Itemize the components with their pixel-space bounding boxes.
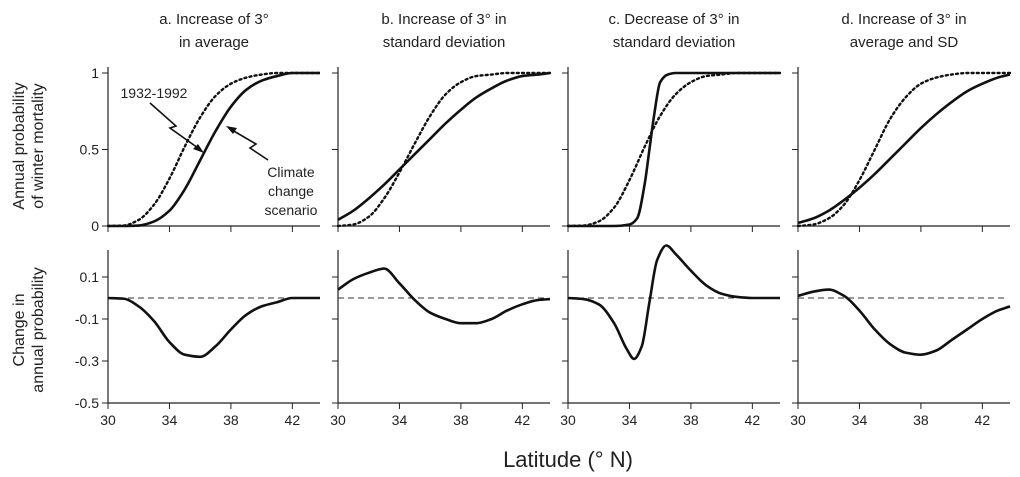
- baseline-arrowhead: [193, 144, 204, 153]
- panel-title-line2: in average: [179, 34, 249, 51]
- y-tick-label: -0.5: [75, 395, 99, 411]
- axis-frame: [797, 250, 1010, 404]
- scenario-series-line: [337, 71, 551, 221]
- panel-title-line2: standard deviation: [383, 34, 506, 51]
- x-tick-label: 34: [622, 412, 638, 428]
- axis-frame: [567, 250, 780, 404]
- scenario-annotation-line3: scenario: [265, 202, 318, 218]
- panel-b-bottom: 30 34 38 42: [330, 250, 551, 428]
- y-tick-label: -0.1: [75, 311, 99, 327]
- baseline-annotation: 1932-1992: [121, 85, 188, 101]
- y-tick-label: 0.1: [80, 269, 100, 285]
- scenario-series-line: [568, 71, 780, 228]
- y-tick-label: 0: [91, 218, 99, 234]
- axis-frame: [567, 67, 780, 227]
- x-tick-label: 30: [560, 412, 576, 428]
- x-tick-label: 34: [852, 412, 868, 428]
- scenario-annotation-line1: Climate: [267, 164, 315, 180]
- bottom-ylabel-line2: annual probability: [30, 267, 47, 392]
- change-series-line: [337, 267, 551, 325]
- panel-c-bottom: 30 34 38 42: [560, 244, 780, 428]
- baseline-series-line: [336, 71, 552, 228]
- y-tick-label: -0.3: [75, 353, 99, 369]
- y-tick-label: 1: [91, 65, 99, 81]
- x-tick-label: 30: [330, 412, 346, 428]
- scenario-annotation-line2: change: [268, 183, 314, 199]
- axis-frame: [337, 67, 550, 227]
- change-series-line: [797, 288, 1011, 357]
- top-ylabel-line1: Annual probability: [11, 82, 28, 209]
- bottom-ylabel-line1: Change in: [11, 294, 28, 367]
- panel-a-bottom: 0.1 -0.1 -0.3 -0.530 34 38 42: [75, 250, 320, 428]
- x-tick-label: 38: [683, 412, 699, 428]
- x-tick-label: 42: [745, 412, 761, 428]
- x-tick-label: 38: [453, 412, 469, 428]
- panel-c-top: c. Decrease of 3° in standard deviation: [562, 11, 782, 232]
- panel-title-line1: d. Increase of 3° in: [841, 11, 966, 28]
- x-tick-label: 34: [162, 412, 178, 428]
- panel-b-top: b. Increase of 3° in standard deviation: [332, 11, 552, 232]
- x-tick-label: 34: [392, 412, 408, 428]
- x-tick-label: 38: [223, 412, 239, 428]
- scenario-series-line: [108, 71, 320, 228]
- baseline-series-line: [566, 71, 782, 228]
- scenario-arrow: [231, 129, 269, 161]
- panels-layer: 0 0.5 1 a. Increase of 3° in average b. Incre…: [75, 11, 1012, 428]
- x-tick-label: 30: [790, 412, 806, 428]
- baseline-series-line: [796, 71, 1012, 228]
- x-tick-label: 38: [913, 412, 929, 428]
- panel-title-line1: b. Increase of 3° in: [381, 11, 506, 28]
- panel-d-bottom: 30 34 38 42: [790, 250, 1011, 428]
- scenario-arrowhead: [226, 126, 237, 134]
- panel-title-line1: a. Increase of 3°: [159, 11, 268, 28]
- x-tick-label: 42: [975, 412, 991, 428]
- change-series-line: [567, 244, 780, 361]
- panel-title-line2: standard deviation: [613, 34, 736, 51]
- x-axis-label: Latitude (° N): [503, 447, 633, 472]
- panel-d-top: d. Increase of 3° in average and SD: [792, 11, 1012, 232]
- change-series-line: [107, 296, 320, 359]
- x-tick-label: 30: [100, 412, 116, 428]
- y-tick-label: 0.5: [80, 142, 100, 158]
- panel-a-top: 0 0.5 1 a. Increase of 3° in average: [80, 11, 322, 234]
- panel-title-line2: average and SD: [850, 34, 959, 51]
- axis-frame: [107, 250, 320, 404]
- x-tick-label: 42: [285, 412, 301, 428]
- panel-title-line1: c. Decrease of 3° in: [608, 11, 739, 28]
- x-tick-label: 42: [515, 412, 531, 428]
- top-ylabel-line2: of winter mortality: [30, 83, 47, 208]
- baseline-arrow: [149, 102, 199, 149]
- scenario-series-line: [797, 73, 1011, 225]
